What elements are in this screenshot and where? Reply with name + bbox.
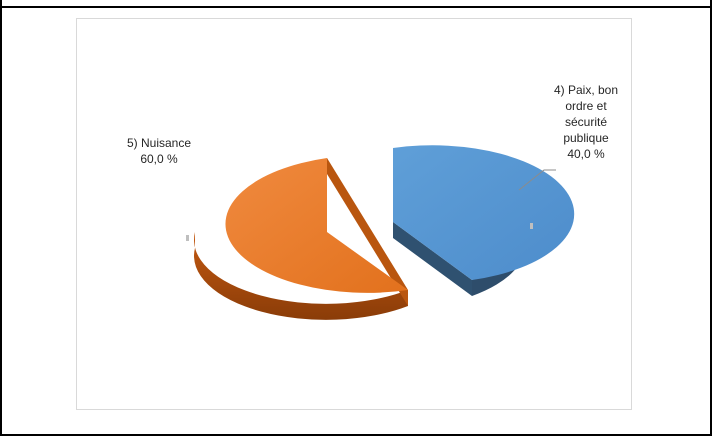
slice-paix-top [393,145,575,280]
label-paix: 4) Paix, bon ordre et sécurité publique … [546,82,626,162]
slice-nuisance-side [194,232,408,320]
label-paix-line4: publique [563,131,609,145]
slice-nuisance-top [225,158,408,293]
slice-paix [393,145,575,296]
bottom-border [0,434,712,436]
leader-line-paix [518,169,556,191]
tick-right [530,223,533,229]
label-paix-line1: 4) Paix, bon [553,83,619,97]
top-border [0,6,712,8]
label-nuisance: 5) Nuisance 60,0 % [114,135,204,167]
slice-paix-inner-edge [393,148,472,296]
slice-nuisance [194,158,408,320]
label-paix-line2: ordre et [565,99,607,113]
label-nuisance-value: 60,0 % [140,152,178,166]
tick-left [186,235,189,241]
slice-nuisance-inner-edge [327,158,408,306]
label-paix-value: 40,0 % [567,147,605,161]
label-paix-line3: sécurité [564,115,608,129]
label-nuisance-line1: 5) Nuisance [126,136,192,150]
